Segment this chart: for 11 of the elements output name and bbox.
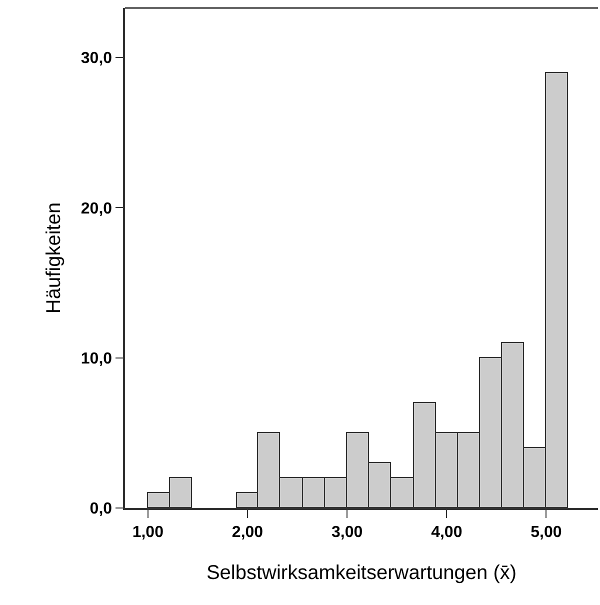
x-tick-label: 4,00 — [431, 524, 462, 541]
y-tick-label: 20,0 — [80, 200, 112, 218]
y-tick-label: 10,0 — [80, 350, 112, 368]
x-tick-label: 5,00 — [530, 524, 562, 541]
x-tick-label: 2,00 — [232, 524, 264, 541]
x-tick-label: 1,00 — [132, 524, 164, 541]
x-tick-label: 3,00 — [331, 524, 363, 541]
y-axis-title: Häufigkeiten — [42, 202, 65, 314]
x-axis-title: Selbstwirksamkeitserwartungen (x̄) — [206, 562, 517, 584]
y-tick-label: 0,0 — [90, 500, 112, 518]
y-tick-label: 30,0 — [80, 50, 112, 68]
